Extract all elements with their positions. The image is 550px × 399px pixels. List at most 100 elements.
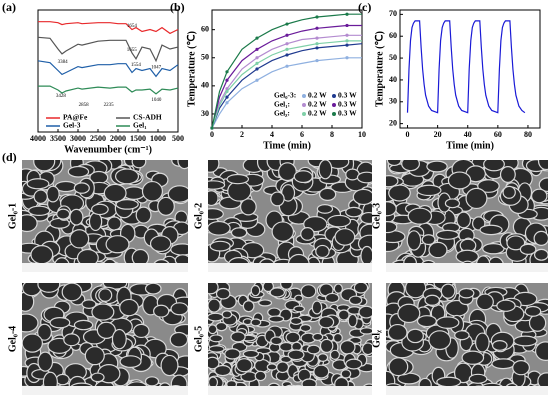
pore bbox=[22, 313, 39, 333]
legend-swatch bbox=[302, 94, 306, 98]
y-tick-label: 50 bbox=[389, 53, 397, 62]
pore bbox=[103, 183, 127, 203]
data-point bbox=[285, 22, 289, 26]
pore bbox=[285, 331, 301, 344]
pore bbox=[278, 162, 297, 182]
pore bbox=[209, 240, 231, 252]
pore bbox=[416, 315, 437, 328]
pore bbox=[528, 313, 547, 332]
x-tick-label: 80 bbox=[524, 130, 532, 139]
series-line bbox=[211, 43, 363, 129]
x-tick-label: 20 bbox=[434, 130, 442, 139]
pore bbox=[214, 364, 232, 377]
pore bbox=[144, 376, 160, 387]
series-line bbox=[211, 40, 362, 129]
pore bbox=[333, 283, 343, 294]
pore bbox=[293, 305, 305, 313]
y-tick-label: 60 bbox=[201, 24, 209, 33]
pore bbox=[491, 340, 508, 351]
pore bbox=[401, 160, 420, 172]
pore bbox=[170, 302, 188, 316]
panel-label: (d) bbox=[2, 150, 17, 164]
annotation: 3428 bbox=[56, 94, 67, 99]
pore bbox=[22, 214, 38, 233]
pore bbox=[30, 245, 54, 265]
pore bbox=[524, 305, 542, 317]
pore bbox=[461, 350, 485, 365]
sem-image bbox=[22, 160, 188, 272]
pore bbox=[55, 373, 70, 386]
pore bbox=[56, 208, 71, 220]
pore bbox=[530, 188, 548, 204]
data-point bbox=[225, 95, 229, 99]
x-tick-label: 8 bbox=[330, 130, 334, 139]
data-point bbox=[345, 56, 349, 60]
pore bbox=[358, 305, 372, 319]
pore bbox=[299, 324, 312, 333]
pore bbox=[105, 235, 130, 254]
sem-image bbox=[208, 283, 372, 395]
pore bbox=[267, 307, 282, 318]
annotation: 2235 bbox=[104, 103, 115, 108]
pore bbox=[538, 177, 548, 193]
pore bbox=[512, 359, 530, 376]
pore bbox=[426, 160, 448, 173]
pore bbox=[46, 185, 60, 203]
annotation: 2858 bbox=[79, 103, 90, 108]
pore bbox=[406, 328, 424, 344]
pore bbox=[91, 303, 115, 321]
pore bbox=[144, 283, 162, 295]
pore bbox=[208, 160, 220, 173]
pore bbox=[468, 373, 488, 384]
pore bbox=[208, 220, 231, 236]
x-tick-label: 2 bbox=[240, 130, 244, 139]
legend-swatch bbox=[302, 103, 306, 107]
data-point bbox=[210, 126, 214, 130]
info-bar bbox=[208, 386, 372, 395]
pore bbox=[519, 243, 537, 255]
data-point bbox=[255, 56, 259, 60]
x-axis-label: Time (min) bbox=[446, 140, 494, 151]
pore bbox=[458, 287, 475, 299]
pore bbox=[454, 330, 470, 341]
pore bbox=[475, 293, 494, 311]
pore bbox=[279, 341, 294, 352]
pore bbox=[534, 341, 548, 361]
pore bbox=[327, 214, 352, 228]
pore bbox=[153, 304, 170, 318]
y-axis-label: Temperature (℃) bbox=[186, 31, 197, 107]
pore bbox=[167, 185, 188, 203]
image-label: Gelᵪ bbox=[371, 330, 382, 348]
pore bbox=[169, 331, 188, 348]
legend-group: Gel₀-3: bbox=[274, 91, 296, 100]
pore bbox=[73, 319, 94, 331]
pore bbox=[428, 330, 452, 351]
pore bbox=[242, 300, 255, 313]
pore bbox=[209, 334, 224, 343]
sem-image bbox=[386, 160, 548, 272]
pore bbox=[208, 283, 219, 295]
pore bbox=[135, 206, 152, 224]
legend-label: PA@Fe bbox=[63, 113, 88, 122]
legend-label: 0.3 W bbox=[338, 100, 357, 109]
pore bbox=[26, 178, 50, 190]
pore bbox=[334, 228, 356, 246]
pore bbox=[306, 344, 321, 355]
data-point bbox=[255, 47, 259, 51]
pore bbox=[177, 160, 188, 170]
pore bbox=[280, 283, 293, 290]
data-point bbox=[255, 61, 259, 65]
data-point bbox=[315, 58, 319, 63]
pore bbox=[254, 370, 267, 382]
pore bbox=[319, 338, 334, 353]
pore bbox=[294, 294, 304, 302]
pore bbox=[270, 191, 285, 207]
pore bbox=[215, 287, 231, 300]
pore bbox=[239, 198, 257, 216]
pore bbox=[356, 171, 372, 184]
pore bbox=[352, 188, 372, 206]
data-point bbox=[345, 12, 349, 16]
pore bbox=[88, 212, 103, 232]
pore bbox=[266, 363, 278, 371]
y-tick-label: 50 bbox=[201, 53, 209, 62]
